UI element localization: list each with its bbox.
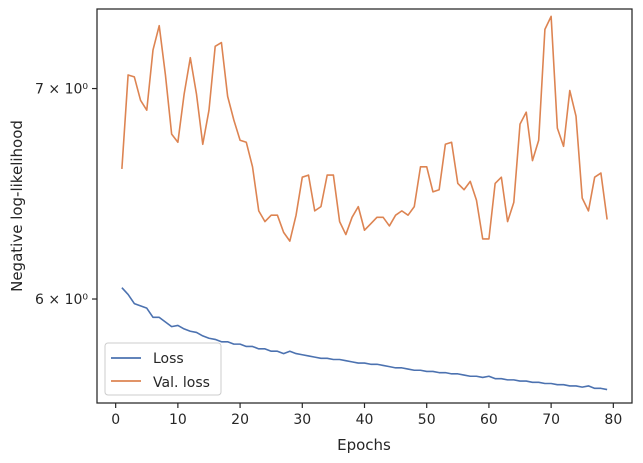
y-tick-label: 6 × 10⁰ — [35, 292, 88, 308]
series-line-val-loss — [121, 15, 608, 242]
series-line-loss — [121, 287, 608, 391]
x-tick-label: 50 — [418, 412, 436, 428]
series-lines — [121, 15, 608, 391]
x-tick-label: 10 — [169, 412, 187, 428]
legend-box — [104, 342, 222, 396]
x-tick-label: 60 — [480, 412, 498, 428]
x-tick-label: 20 — [231, 412, 249, 428]
legend-label-loss: Loss — [153, 351, 184, 367]
x-axis-ticks: 0 10 20 30 40 50 60 70 80 — [111, 403, 622, 428]
x-tick-label: 80 — [604, 412, 622, 428]
legend: Loss Val. loss — [104, 342, 222, 396]
x-tick-label: 30 — [293, 412, 311, 428]
legend-label-val-loss: Val. loss — [153, 375, 210, 391]
y-axis-ticks: 6 × 10⁰ 7 × 10⁰ — [35, 82, 97, 308]
y-axis-label: Negative log-likelihood — [8, 120, 26, 292]
plot-frame — [96, 8, 633, 404]
x-tick-label: 40 — [356, 412, 374, 428]
x-tick-label: 70 — [542, 412, 560, 428]
y-tick-label: 7 × 10⁰ — [35, 82, 88, 98]
x-axis-label: Epochs — [337, 436, 391, 454]
x-tick-label: 0 — [111, 412, 120, 428]
